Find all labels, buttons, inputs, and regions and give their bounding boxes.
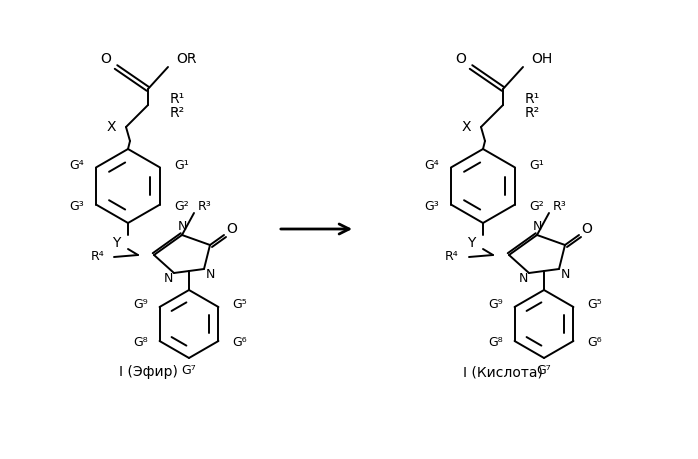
Text: G⁴: G⁴ bbox=[424, 159, 439, 172]
Text: G²: G² bbox=[529, 200, 544, 213]
Text: R⁴: R⁴ bbox=[445, 251, 459, 263]
Text: G⁷: G⁷ bbox=[181, 364, 196, 376]
Text: O: O bbox=[101, 52, 112, 66]
Text: G⁸: G⁸ bbox=[133, 336, 147, 349]
Text: N: N bbox=[560, 269, 570, 281]
Text: R³: R³ bbox=[198, 201, 211, 213]
Text: Y: Y bbox=[112, 236, 120, 250]
Text: I (Кислота): I (Кислота) bbox=[463, 365, 543, 379]
Text: R³: R³ bbox=[553, 201, 567, 213]
Text: O: O bbox=[456, 52, 466, 66]
Text: G⁹: G⁹ bbox=[488, 298, 503, 312]
Text: G⁸: G⁸ bbox=[488, 336, 503, 349]
Text: R²: R² bbox=[170, 106, 185, 120]
Text: G¹: G¹ bbox=[174, 159, 188, 172]
Text: X: X bbox=[107, 120, 116, 134]
Text: I (Эфир): I (Эфир) bbox=[119, 365, 177, 379]
Text: N: N bbox=[519, 273, 528, 285]
Text: N: N bbox=[177, 220, 186, 234]
Text: G³: G³ bbox=[424, 200, 439, 213]
Text: G³: G³ bbox=[69, 200, 84, 213]
Text: O: O bbox=[227, 222, 237, 236]
Text: Y: Y bbox=[467, 236, 475, 250]
Text: G⁶: G⁶ bbox=[588, 336, 602, 349]
Text: G⁹: G⁹ bbox=[133, 298, 147, 312]
Text: N: N bbox=[163, 273, 172, 285]
Text: R⁴: R⁴ bbox=[90, 251, 104, 263]
Text: R²: R² bbox=[525, 106, 540, 120]
Text: OR: OR bbox=[176, 52, 197, 66]
Text: G⁵: G⁵ bbox=[588, 298, 602, 312]
Text: N: N bbox=[533, 220, 542, 234]
Text: G¹: G¹ bbox=[529, 159, 544, 172]
Text: G⁴: G⁴ bbox=[69, 159, 84, 172]
Text: X: X bbox=[461, 120, 471, 134]
Text: OH: OH bbox=[531, 52, 552, 66]
Text: O: O bbox=[581, 222, 593, 236]
Text: N: N bbox=[205, 269, 215, 281]
Text: G⁷: G⁷ bbox=[537, 364, 551, 376]
Text: G²: G² bbox=[174, 200, 188, 213]
Text: R¹: R¹ bbox=[170, 92, 185, 106]
Text: G⁶: G⁶ bbox=[232, 336, 247, 349]
Text: R¹: R¹ bbox=[525, 92, 540, 106]
Text: G⁵: G⁵ bbox=[232, 298, 247, 312]
